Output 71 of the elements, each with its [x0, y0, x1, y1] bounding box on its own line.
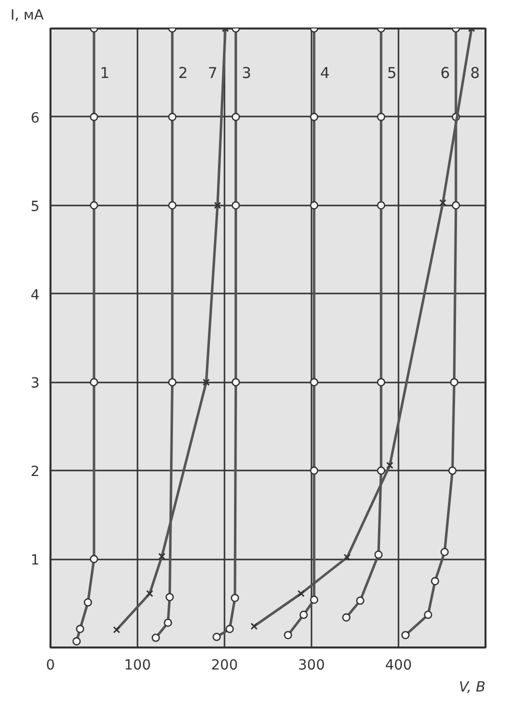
point	[450, 378, 458, 386]
point	[158, 552, 166, 560]
series-label: 4	[320, 64, 330, 82]
point	[310, 378, 318, 386]
point	[113, 626, 120, 634]
point	[168, 112, 176, 122]
point	[376, 466, 386, 475]
y-axis-title: I, мА	[10, 8, 44, 24]
point	[212, 632, 221, 642]
series-label: 8	[470, 64, 480, 82]
point	[168, 378, 176, 386]
y-tick-label: 1	[30, 552, 40, 569]
point	[84, 598, 92, 607]
point	[342, 613, 350, 622]
point	[376, 201, 386, 210]
point	[168, 201, 176, 210]
y-tick-label: 3	[30, 376, 40, 392]
point	[90, 112, 98, 122]
point	[376, 112, 386, 122]
point	[310, 112, 318, 122]
point	[250, 622, 258, 630]
point	[310, 201, 318, 210]
point	[76, 624, 84, 634]
series-label: 2	[178, 64, 188, 82]
series-label: 1	[100, 64, 110, 82]
y-tick-label: 2	[30, 464, 40, 480]
point	[90, 378, 98, 386]
y-tick-label: 4	[30, 287, 40, 304]
point	[356, 596, 364, 605]
x-tick-label: 0	[46, 658, 55, 674]
point	[448, 466, 457, 475]
point	[374, 550, 383, 559]
point	[310, 596, 318, 604]
series-label: 3	[242, 64, 252, 82]
point	[344, 554, 351, 561]
point	[152, 634, 160, 642]
point	[90, 201, 98, 210]
series-label: 6	[440, 64, 450, 82]
point	[214, 202, 222, 209]
point	[146, 590, 154, 598]
point	[386, 462, 394, 469]
point	[164, 618, 172, 627]
series-label: 5	[387, 64, 397, 82]
point	[230, 594, 240, 602]
point	[376, 378, 386, 386]
y-tick-label: 5	[30, 198, 40, 215]
series-label: 7	[208, 64, 218, 82]
point	[440, 548, 449, 556]
x-tick-label: 400	[385, 658, 412, 674]
point	[297, 590, 305, 598]
point	[202, 378, 210, 386]
point	[430, 577, 440, 586]
point	[452, 201, 460, 210]
point	[401, 630, 410, 640]
x-tick-label: 100	[124, 658, 151, 674]
point	[300, 610, 308, 619]
x-axis-title: V, В	[459, 680, 486, 696]
point	[439, 199, 446, 206]
point	[284, 630, 292, 640]
point	[424, 610, 432, 619]
point	[72, 637, 81, 646]
point	[232, 378, 240, 386]
x-tick-label: 200	[211, 658, 238, 674]
point	[232, 112, 240, 122]
point	[226, 624, 234, 634]
point	[166, 592, 174, 602]
point	[232, 201, 240, 210]
x-tick-label: 300	[298, 658, 325, 674]
point	[310, 466, 318, 475]
point	[90, 554, 98, 564]
y-tick-label: 6	[30, 110, 40, 126]
